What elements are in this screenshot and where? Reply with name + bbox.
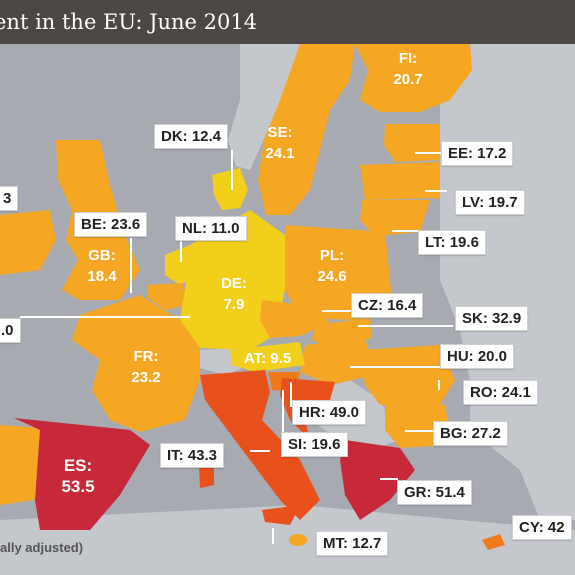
leader-hu: [350, 366, 445, 368]
label-es-value: 53.5: [61, 477, 95, 496]
label-fi-value: 20.7: [393, 71, 423, 88]
label-at: AT: 9.5: [244, 348, 291, 369]
leader-be: [130, 238, 132, 293]
leader-dk: [231, 150, 233, 190]
leader-sk: [358, 325, 453, 327]
map-title: ent in the EU: June 2014: [0, 10, 258, 34]
label-it: IT: 43.3: [160, 443, 225, 468]
label-lt: LT: 19.6: [418, 230, 486, 255]
leader-ro: [438, 380, 440, 390]
label-sk: SK: 32.9: [455, 306, 529, 331]
leader-si: [282, 390, 284, 440]
label-mt: MT: 12.7: [316, 531, 389, 556]
label-se: SE: 24.1: [258, 122, 302, 164]
label-ee: EE: 17.2: [441, 141, 514, 166]
label-fr-code: FR:: [133, 348, 159, 365]
country-ro: [360, 345, 455, 405]
label-fr-value: 23.2: [131, 369, 161, 386]
label-pl: PL: 24.6: [310, 245, 354, 287]
country-au: [230, 342, 305, 372]
leader-gr: [380, 478, 398, 480]
label-fi: FI: 20.7: [386, 48, 430, 90]
label-fr: FR: 23.2: [124, 346, 168, 388]
country-cy: [482, 534, 505, 550]
leader-lv: [425, 190, 447, 192]
leader-ee: [415, 152, 441, 154]
country-es: [14, 418, 150, 530]
country-ie: [0, 210, 56, 275]
map-title-bar: ent in the EU: June 2014: [0, 0, 575, 44]
label-se-code: SE:: [267, 124, 293, 141]
label-lv: LV: 19.7: [455, 190, 525, 215]
label-pl-code: PL:: [319, 247, 345, 264]
country-lt: [360, 200, 430, 236]
label-lu-partial: .0: [0, 318, 21, 343]
country-fr: [72, 295, 200, 432]
country-de: [180, 210, 285, 350]
non-eu-land-east: [440, 44, 575, 520]
label-at-text: AT: 9.5: [244, 350, 292, 367]
country-it: [200, 370, 320, 520]
label-hr: HR: 49.0: [292, 400, 367, 425]
country-gr: [340, 440, 415, 520]
label-gb-code: GB:: [88, 247, 116, 264]
leader-nl: [180, 240, 182, 262]
country-mt: [289, 534, 307, 546]
label-bg: BG: 27.2: [433, 421, 508, 446]
leader-it: [250, 450, 270, 452]
label-fi-code: FI:: [398, 50, 418, 67]
country-be: [148, 283, 190, 310]
leader-lu: [20, 316, 190, 318]
country-pt: [0, 425, 40, 505]
label-dk: DK: 12.4: [154, 124, 229, 149]
label-de-code: DE:: [221, 275, 247, 292]
country-dk: [212, 168, 248, 210]
country-cz: [260, 300, 330, 338]
country-lv: [360, 162, 440, 200]
label-nl: NL: 11.0: [175, 216, 247, 241]
country-se: [258, 44, 355, 215]
leader-cz: [322, 310, 352, 312]
label-cz: CZ: 16.4: [351, 293, 424, 318]
leader-bg: [405, 430, 435, 432]
label-hu: HU: 20.0: [440, 344, 515, 369]
leader-mt: [272, 528, 274, 544]
label-de-value: 7.9: [223, 296, 245, 313]
leader-hr: [290, 382, 292, 407]
leader-lt: [392, 230, 418, 232]
label-de: DE: 7.9: [212, 273, 256, 315]
label-es: ES: 53.5: [56, 455, 100, 497]
label-gb-value: 18.4: [87, 268, 117, 285]
label-pl-value: 24.6: [317, 268, 347, 285]
label-ie-partial: 3: [0, 186, 19, 211]
country-hr: [280, 378, 335, 440]
label-gr: GR: 51.4: [397, 480, 472, 505]
label-gb: GB: 18.4: [80, 245, 124, 287]
non-eu-land-africa: [0, 505, 575, 575]
map-footnote: ally adjusted): [0, 540, 84, 555]
country-hu: [300, 338, 375, 385]
country-it-sicily: [262, 505, 300, 525]
label-es-code: ES:: [63, 456, 93, 475]
label-ro: RO: 24.1: [463, 380, 538, 405]
label-cy: CY: 42: [512, 515, 572, 540]
label-si: SI: 19.6: [281, 432, 348, 457]
country-ee: [384, 124, 440, 162]
country-fi: [355, 44, 472, 112]
label-be: BE: 23.6: [74, 212, 148, 237]
label-se-value: 24.1: [265, 145, 295, 162]
